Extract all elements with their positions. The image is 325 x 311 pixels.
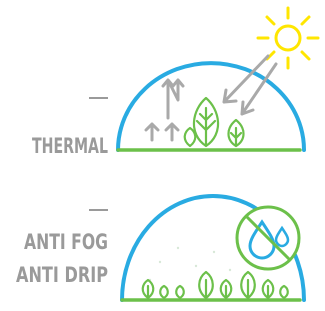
antifog-section: ANTI FOG ANTI DRIP bbox=[16, 196, 304, 300]
fog-dots bbox=[149, 247, 231, 281]
thermal-section: THERMAL bbox=[32, 8, 318, 158]
heat-arrows bbox=[146, 56, 276, 140]
section-label: ANTI DRIP bbox=[16, 263, 108, 287]
dome bbox=[118, 63, 304, 150]
plants bbox=[185, 98, 244, 146]
no-drip-icon bbox=[237, 207, 299, 269]
section-label: ANTI FOG bbox=[24, 230, 108, 254]
infographic: THERMAL ANTI FOG ANTI DRIP bbox=[0, 0, 325, 311]
section-label: THERMAL bbox=[32, 134, 108, 158]
plants bbox=[143, 272, 288, 298]
